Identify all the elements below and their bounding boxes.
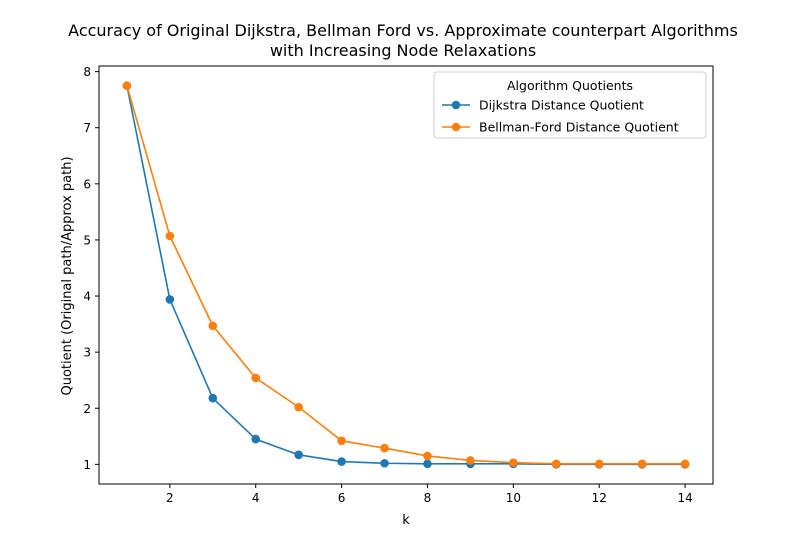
series-2-point xyxy=(165,231,175,241)
series-2-point xyxy=(122,81,132,90)
series-2-point xyxy=(251,373,261,383)
y-tick-label: 4 xyxy=(83,290,91,304)
legend-entry-label: Bellman-Ford Distance Quotient xyxy=(479,120,679,135)
x-tick-label: 14 xyxy=(677,491,692,505)
y-tick-label: 3 xyxy=(83,346,91,360)
x-tick-label: 10 xyxy=(506,491,521,505)
y-tick-label: 8 xyxy=(83,65,91,79)
chart-title-line-2: with Increasing Node Relaxations xyxy=(270,41,536,60)
y-tick-label: 1 xyxy=(83,458,91,472)
x-tick-label: 4 xyxy=(252,491,260,505)
series-2-point xyxy=(466,456,475,465)
series-1-point xyxy=(294,450,303,460)
series-1-point xyxy=(251,434,261,444)
x-axis-label: k xyxy=(402,513,410,528)
y-tick-label: 5 xyxy=(83,233,91,247)
y-tick-label: 2 xyxy=(83,402,91,416)
legend-title: Algorithm Quotients xyxy=(507,78,633,93)
series-1-point xyxy=(337,457,346,466)
series-line-2 xyxy=(126,84,686,465)
y-axis-label: Quotient (Original path/Approx path) xyxy=(60,156,75,395)
x-tick-label: 6 xyxy=(338,491,346,505)
series-2-point xyxy=(423,451,432,461)
y-tick-label: 7 xyxy=(83,121,91,135)
y-tick-label: 6 xyxy=(83,177,91,191)
legend-swatch-marker xyxy=(451,122,461,132)
legend-entry-label: Dijkstra Distance Quotient xyxy=(479,98,644,113)
series-2-point xyxy=(509,458,518,467)
series-2-point xyxy=(294,402,303,412)
series-1-point xyxy=(165,295,175,304)
x-tick-label: 12 xyxy=(592,491,607,505)
series-2-point xyxy=(551,459,561,469)
series-2-point xyxy=(637,459,647,469)
legend-box xyxy=(433,71,707,139)
series-2-point xyxy=(594,459,604,469)
chart-title-line-1: Accuracy of Original Dijkstra, Bellman F… xyxy=(68,21,738,40)
series-2-point xyxy=(680,459,690,469)
series-1-point xyxy=(208,393,218,403)
axes-frame xyxy=(98,65,714,485)
x-tick-label: 2 xyxy=(166,491,174,505)
x-tick-label: 8 xyxy=(424,491,432,505)
series-1-point xyxy=(380,458,389,468)
legend-swatch-marker xyxy=(451,100,461,110)
series-2-point xyxy=(208,321,218,331)
legend: Algorithm Quotients Dijkstra Distance Qu… xyxy=(433,71,707,139)
series-2-point xyxy=(380,443,389,453)
series-2-point xyxy=(337,436,346,446)
series-1-point xyxy=(423,459,432,469)
